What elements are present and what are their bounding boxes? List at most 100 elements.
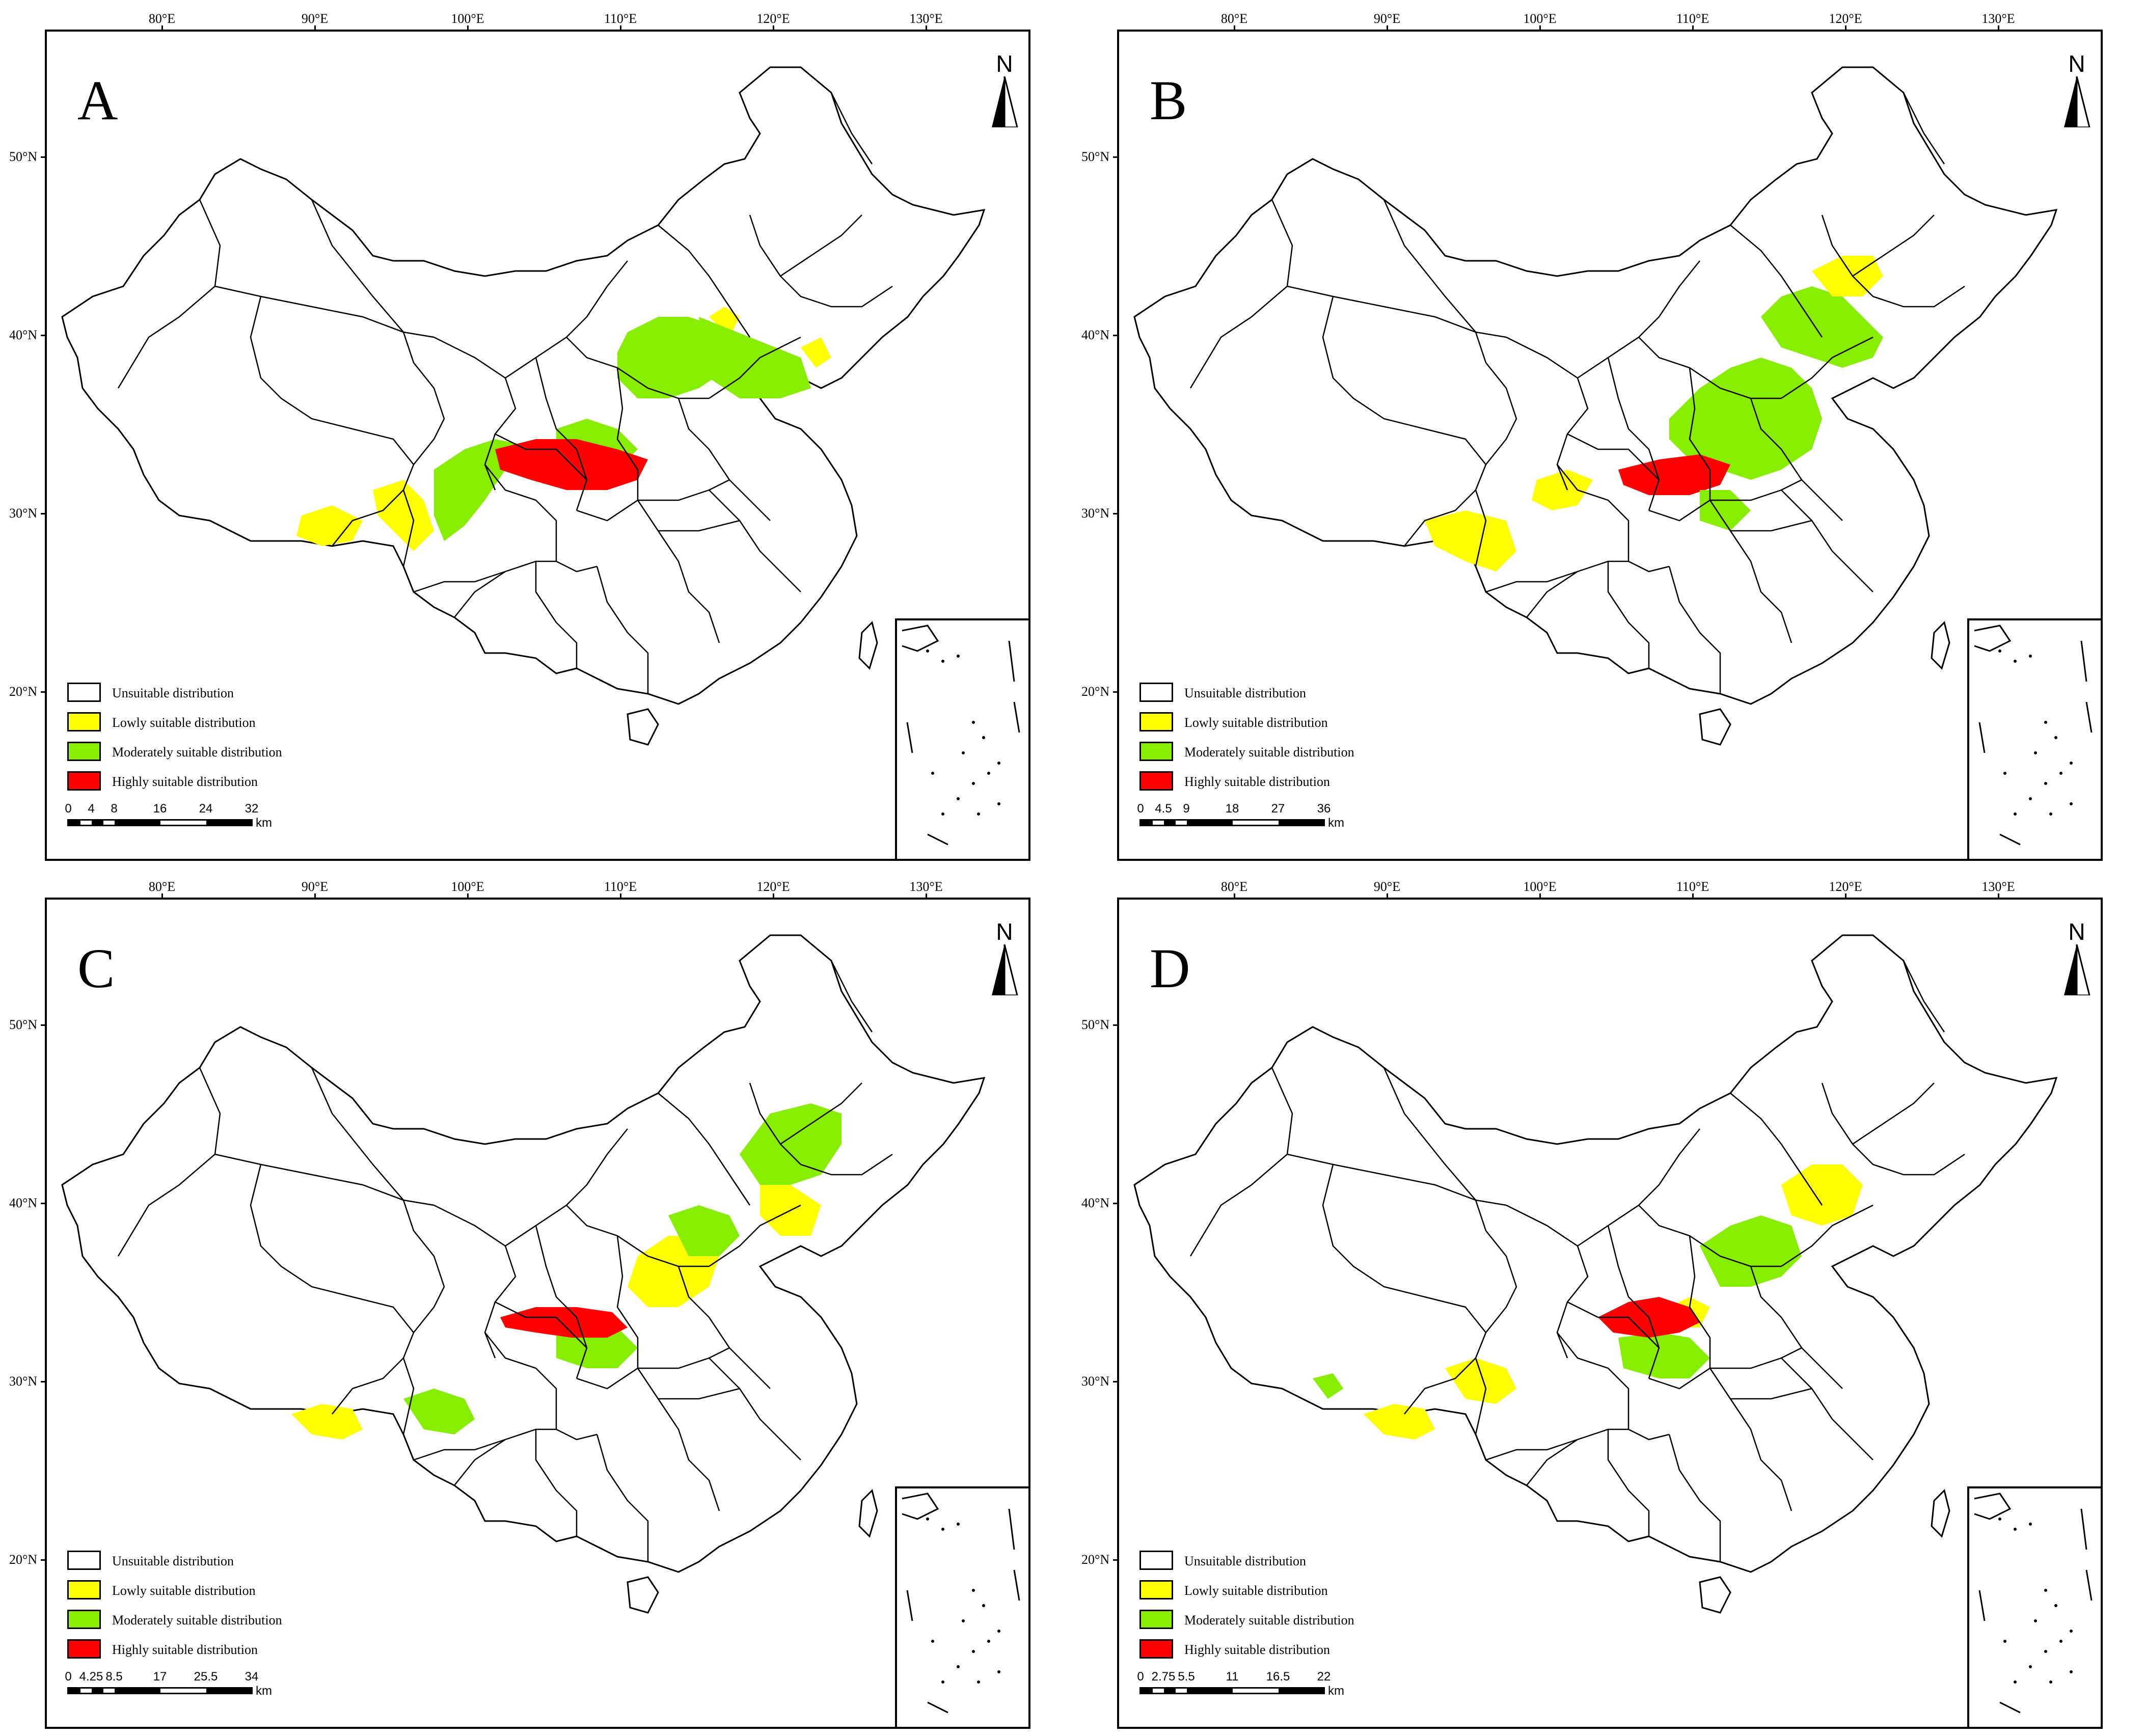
longitude-tick-mark: [1692, 25, 1694, 30]
province-boundary: [1383, 199, 1476, 333]
legend-swatch: [67, 712, 101, 731]
scale-bar-label: 36: [1317, 802, 1331, 816]
legend-swatch: [1139, 1580, 1173, 1599]
south-china-sea-inset: [1967, 618, 2101, 859]
inset-boundary-dash: [1978, 722, 1986, 753]
map-frame: D N Unsuitable distribution Lowly suitable …: [1117, 898, 2103, 1729]
province-boundary: [1526, 1439, 1578, 1486]
inset-island: [977, 812, 980, 816]
north-arrow: N: [2059, 52, 2095, 128]
province-boundary: [1903, 960, 1945, 1033]
inset-island: [2014, 1680, 2017, 1684]
province-boundary: [1821, 214, 1965, 308]
inset-island: [2054, 736, 2057, 739]
suitability-patch-low: [801, 337, 831, 368]
longitude-tick-label: 80°E: [1220, 11, 1248, 26]
map-frame: A N Unsuitable distribution Lowly suitable …: [45, 30, 1030, 861]
province-boundary: [454, 571, 506, 618]
longitude-tick-mark: [1387, 893, 1388, 898]
scale-bar: 0 4.25 8.5 17 25.5 34 km: [65, 1670, 291, 1700]
north-arrow-icon: [2064, 76, 2090, 127]
province-boundary: [495, 1301, 587, 1348]
province-boundary: [1730, 225, 1823, 338]
legend-swatch: [67, 771, 101, 791]
scale-bar-segments: [67, 819, 253, 826]
longitude-tick-mark: [467, 893, 469, 898]
north-arrow: N: [987, 920, 1022, 996]
scale-bar-segment: [69, 821, 80, 825]
legend-swatch: [1139, 771, 1173, 791]
longitude-tick-mark: [161, 25, 163, 30]
longitude-tick-mark: [314, 25, 316, 30]
scale-bar-label: 0: [1137, 1670, 1144, 1684]
inset-island: [2029, 655, 2032, 658]
latitude-tick-label: 20°N: [1081, 684, 1110, 699]
scale-bar-segment: [115, 1689, 160, 1693]
province-boundary: [1287, 1153, 1507, 1206]
scale-bar-label: 4: [88, 802, 95, 816]
inset-island: [982, 736, 985, 739]
inset-island: [2059, 1640, 2062, 1643]
longitude-tick-label: 130°E: [1981, 11, 2015, 26]
china-map: [1133, 934, 2058, 1614]
panel-letter: C: [77, 937, 115, 999]
scale-bar-segment: [1152, 1689, 1164, 1693]
inset-island: [2029, 1665, 2032, 1668]
province-boundary: [1189, 1067, 1293, 1257]
province-boundary: [1404, 1358, 1476, 1415]
north-label: N: [996, 918, 1013, 945]
longitude-tick-label: 130°E: [909, 11, 943, 26]
province-boundary: [117, 199, 221, 389]
province-boundary: [1781, 336, 1874, 399]
scale-bar-label: 8: [111, 802, 118, 816]
legend-label: Highly suitable distribution: [112, 1642, 258, 1657]
inset-island: [987, 772, 990, 775]
north-arrow: N: [987, 52, 1022, 128]
province-boundary: [709, 1204, 801, 1267]
inset-boundary-dash: [1978, 1590, 1986, 1621]
province-boundary: [413, 560, 556, 593]
inset-coastline: [902, 1493, 939, 1520]
inset-island: [2034, 751, 2037, 754]
suitability-patch-low: [1812, 256, 1883, 296]
inset-island: [941, 1680, 944, 1684]
scale-bar-label: 17: [153, 1670, 167, 1684]
inset-island: [2070, 1630, 2073, 1633]
panel-letter: A: [77, 69, 118, 131]
scale-bar-segment: [1164, 1689, 1176, 1693]
inset-boundary-dash: [927, 833, 948, 846]
scale-bar-segment: [69, 1689, 80, 1693]
suitability-patch-low: [1425, 510, 1516, 572]
scale-bar-segment: [160, 821, 206, 825]
longitude-tick-label: 80°E: [1220, 879, 1248, 894]
latitude-tick-mark: [1113, 1559, 1117, 1561]
longitude-tick-mark: [161, 893, 163, 898]
map-frame: C N Unsuitable distribution Lowly suitable …: [45, 898, 1030, 1729]
province-boundary: [1648, 1347, 1802, 1390]
legend-label: Highly suitable distribution: [1184, 1642, 1330, 1657]
scale-bar-unit: km: [1328, 1684, 1344, 1698]
longitude-tick-mark: [926, 893, 927, 898]
latitude-tick-label: 50°N: [9, 1017, 38, 1032]
province-boundary: [616, 367, 639, 500]
hainan-island: [627, 708, 659, 746]
scale-bar: 0 4 8 16 24 32 km: [65, 802, 291, 832]
province-boundary: [1668, 566, 1721, 694]
legend-label: Lowly suitable distribution: [112, 1583, 256, 1598]
inset-map: [902, 1493, 1020, 1714]
inset-boundary-dash: [2080, 1508, 2087, 1550]
longitude-tick-label: 100°E: [451, 11, 484, 26]
longitude-tick-mark: [1234, 893, 1235, 898]
longitude-tick-mark: [1387, 25, 1388, 30]
province-boundary: [1689, 1235, 1711, 1368]
scale-bar-label: 34: [245, 1670, 259, 1684]
province-boundary: [1322, 296, 1486, 465]
longitude-tick-label: 80°E: [148, 11, 176, 26]
legend-swatch: [67, 1580, 101, 1599]
latitude-tick-mark: [1113, 1381, 1117, 1382]
hainan-island: [1699, 708, 1731, 746]
latitude-tick-label: 20°N: [9, 684, 38, 699]
longitude-tick-label: 110°E: [1676, 11, 1709, 26]
province-boundary: [1577, 260, 1700, 379]
suitability-patch-moderate: [403, 1389, 475, 1434]
